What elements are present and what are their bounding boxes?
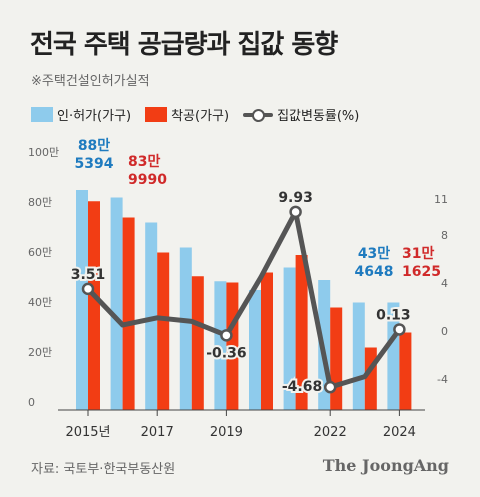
legend-item-starts: 착공(가구) <box>145 105 229 124</box>
bar-starts <box>157 252 170 410</box>
subtitle: ※주택건설인허가실적 <box>31 74 150 89</box>
legend-label-starts: 착공(가구) <box>171 109 230 124</box>
price-point <box>289 205 302 219</box>
y-left-tick-label: 100만 <box>28 146 59 159</box>
bar-starts <box>88 201 100 410</box>
bar-permits <box>145 222 158 410</box>
price-point <box>81 282 95 296</box>
bar-permits <box>352 302 365 410</box>
bar-annotation: 9990 <box>128 172 167 188</box>
price-point-label: -0.36 <box>206 345 246 361</box>
starts-swatch <box>145 107 168 122</box>
x-tick-label: 2024 <box>383 425 416 440</box>
bar-permits <box>214 281 227 410</box>
bar-starts <box>295 255 308 410</box>
legend-item-permits: 인·허가(가구) <box>31 105 131 124</box>
bar-permits <box>110 197 123 410</box>
bar-starts <box>364 347 377 410</box>
legend-label-permits: 인·허가(가구) <box>57 109 132 124</box>
bar-starts <box>261 272 273 410</box>
y-right-tick-label: 4 <box>441 277 448 290</box>
bar-annotation: 5394 <box>75 156 114 172</box>
legend-item-price: 집값변동률(%) <box>243 105 359 124</box>
y-left-tick-label: 80만 <box>28 196 52 209</box>
price-point-label: 9.93 <box>278 190 313 206</box>
y-left-tick-label: 60만 <box>28 246 52 259</box>
y-right-tick-label: 0 <box>441 325 448 338</box>
price-point-label: -4.68 <box>282 379 322 395</box>
bar-annotation: 31만 <box>402 246 434 262</box>
y-left-tick-label: 20만 <box>28 346 52 359</box>
price-point <box>220 329 233 342</box>
y-right-tick-label: 11 <box>434 193 448 206</box>
price-point-label: 3.51 <box>71 267 106 283</box>
y-left-tick-label: 40만 <box>28 296 52 309</box>
bar-permits <box>283 267 296 410</box>
bar-starts <box>330 307 343 410</box>
bar-permits <box>249 290 261 410</box>
bar-starts <box>122 217 135 410</box>
x-tick-label: 2019 <box>210 425 243 440</box>
brand-logo: The JoongAng <box>322 456 449 475</box>
legend-label-price: 집값변동률(%) <box>277 109 360 124</box>
x-tick-label: 2015년 <box>65 425 110 440</box>
bar-starts <box>226 282 239 410</box>
x-tick-label: 2022 <box>314 425 347 440</box>
bar-annotation: 1625 <box>402 264 441 280</box>
page-title: 전국 주택 공급량과 집값 동향 <box>30 30 338 60</box>
bar-annotation: 83만 <box>128 154 160 170</box>
price-point-label: 0.13 <box>376 307 411 323</box>
bar-permits <box>76 190 88 410</box>
y-left-tick-label: 0 <box>28 396 35 409</box>
bar-starts <box>191 276 204 410</box>
bar-annotation: 4648 <box>355 264 394 280</box>
y-right-tick-label: -4 <box>437 373 448 386</box>
price-line <box>85 209 402 390</box>
permits-swatch <box>31 107 53 122</box>
price-line-swatch <box>243 107 274 122</box>
bar-permits <box>179 247 192 410</box>
price-point <box>393 323 406 336</box>
bar-annotation: 88만 <box>78 138 110 154</box>
y-right-tick-label: 8 <box>441 229 448 242</box>
bar-annotation: 43만 <box>358 246 390 262</box>
price-point <box>323 380 337 394</box>
legend: 인·허가(가구) 착공(가구) 집값변동률(%) <box>31 105 373 124</box>
source-note: 자료: 국토부·한국부동산원 <box>31 462 176 477</box>
bar-starts <box>399 332 412 410</box>
x-tick-label: 2017 <box>141 425 174 440</box>
